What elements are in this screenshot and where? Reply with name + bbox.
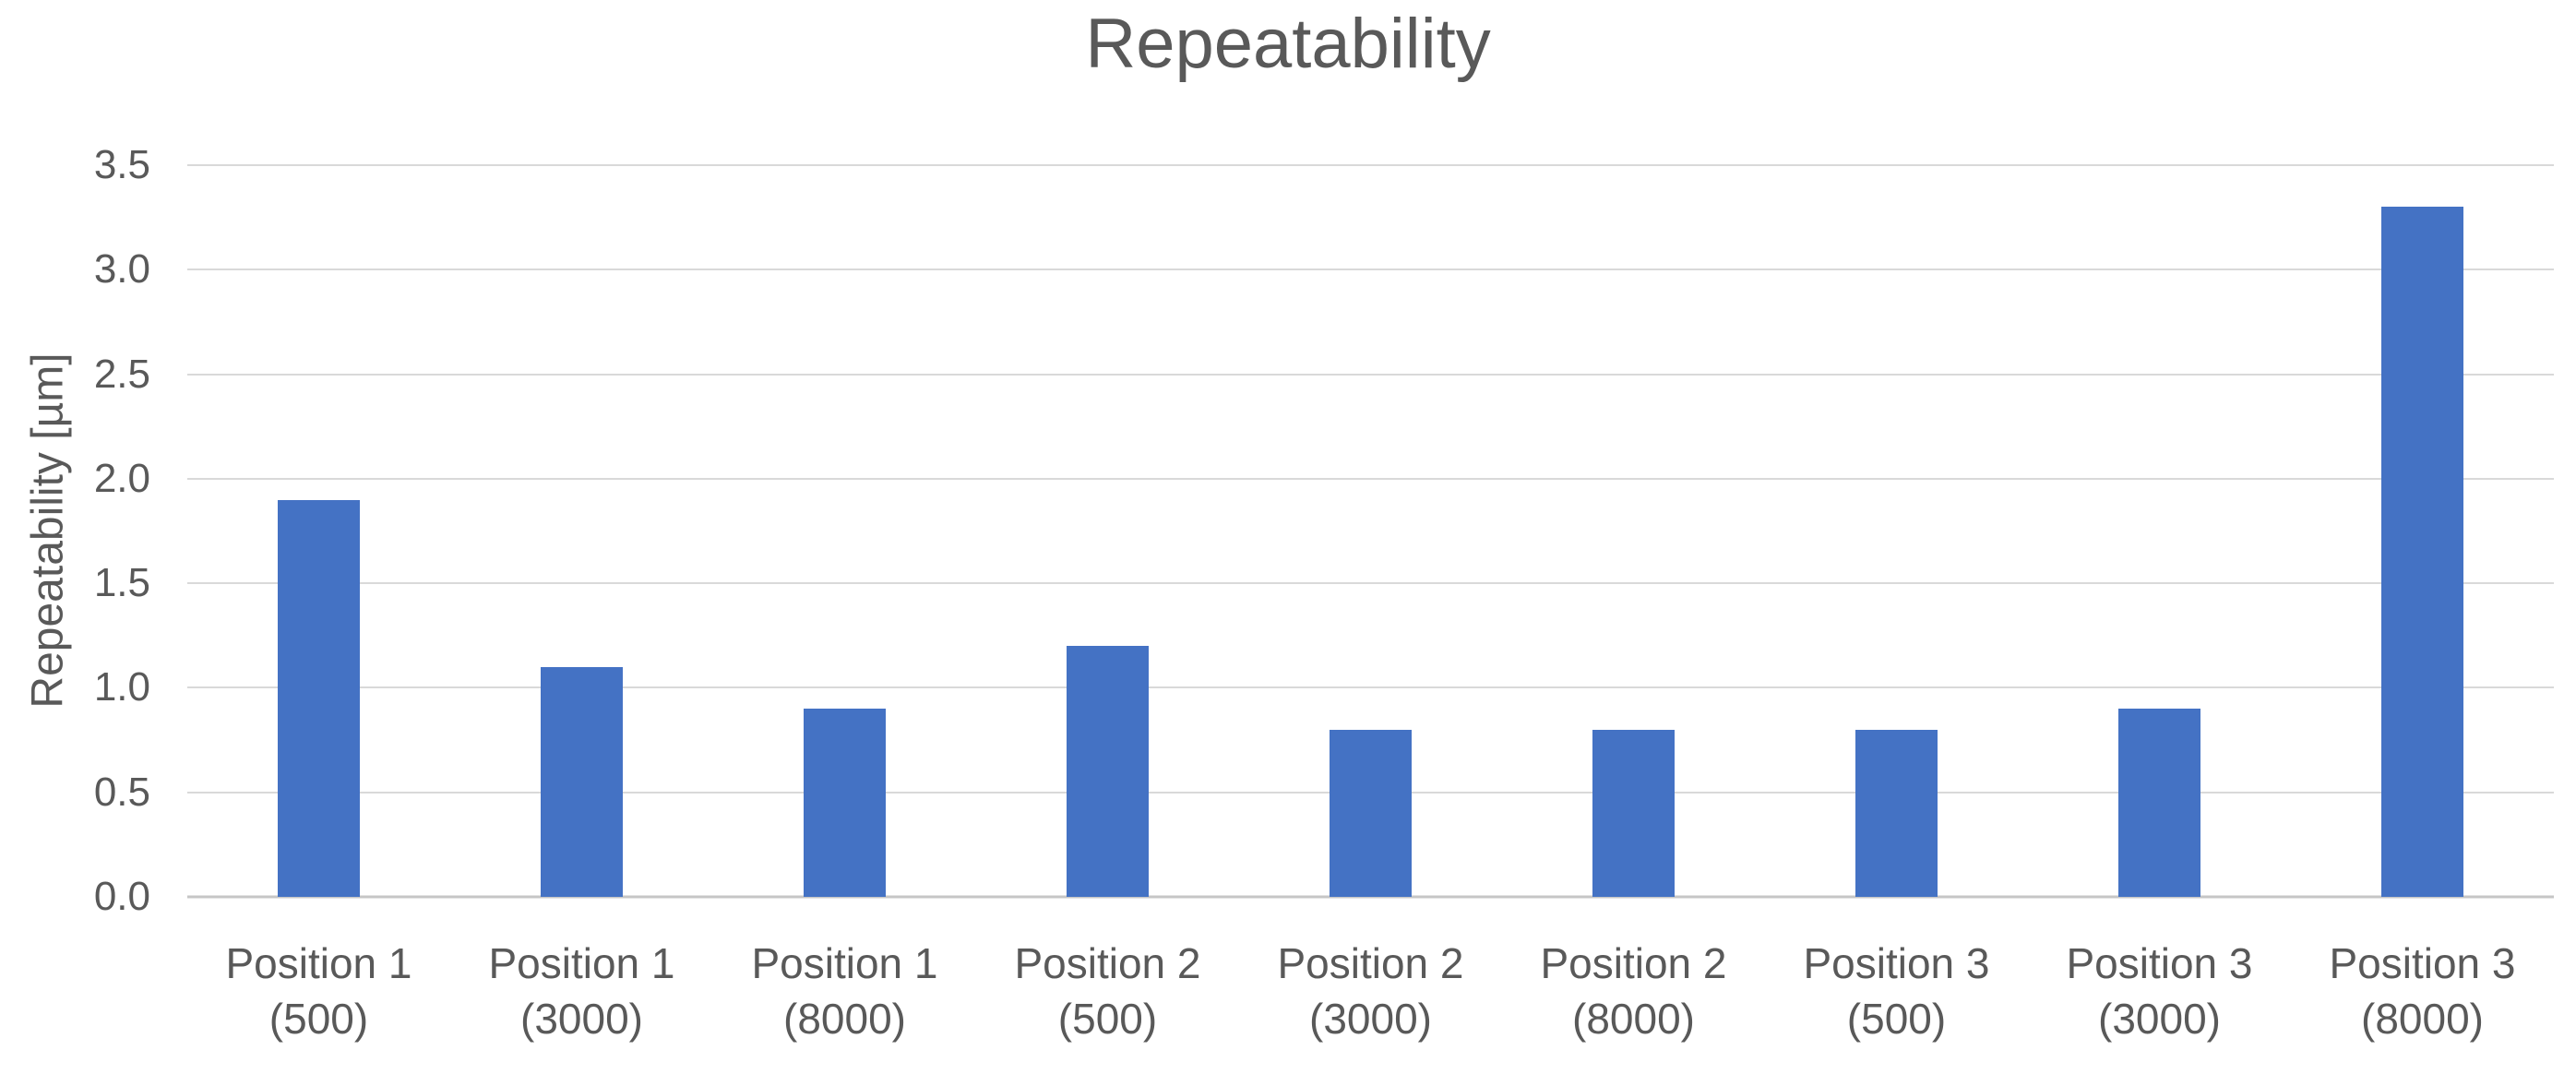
x-label-position-2-3000: Position 2 (3000) — [1239, 936, 1502, 1046]
bar-position-1-3000 — [541, 666, 623, 897]
gridline-3.5 — [187, 164, 2554, 166]
bar-position-2-500 — [1067, 646, 1149, 897]
bar-cell-position-1-500 — [187, 165, 450, 897]
x-label-line: (3000) — [1309, 995, 1432, 1043]
y-tick-1.0: 1.0 — [93, 664, 150, 710]
y-tick-2.0: 2.0 — [93, 455, 150, 501]
x-label-position-3-8000: Position 3 (8000) — [2291, 936, 2554, 1046]
bar-series — [187, 165, 2554, 897]
y-tick-2.5: 2.5 — [93, 351, 150, 397]
x-label-line: (8000) — [1572, 995, 1695, 1043]
bar-cell-position-2-500 — [976, 165, 1239, 897]
x-label-line: (500) — [1057, 995, 1158, 1043]
x-label-line: (500) — [1846, 995, 1947, 1043]
chart-title: Repeatability — [1085, 5, 1491, 83]
bar-cell-position-3-500 — [1765, 165, 2028, 897]
x-axis-line — [187, 895, 2554, 899]
gridline-2.0 — [187, 477, 2554, 480]
x-label-line: (3000) — [2098, 995, 2221, 1043]
x-label-line: Position 2 — [1540, 939, 1727, 987]
gridline-3.0 — [187, 268, 2554, 271]
x-label-position-3-500: Position 3 (500) — [1765, 936, 2028, 1046]
y-tick-0.5: 0.5 — [93, 769, 150, 815]
x-label-line: Position 2 — [1277, 939, 1464, 987]
x-label-line: Position 1 — [225, 939, 412, 987]
x-label-line: Position 3 — [2329, 939, 2516, 987]
x-label-line: Position 1 — [488, 939, 675, 987]
bar-cell-position-2-3000 — [1239, 165, 1502, 897]
x-label-line: (3000) — [520, 995, 643, 1043]
x-axis-labels: Position 1 (500) Position 1 (3000) Position … — [187, 936, 2554, 1046]
x-label-position-1-3000: Position 1 (3000) — [450, 936, 713, 1046]
x-label-line: (500) — [268, 995, 369, 1043]
bar-cell-position-1-8000 — [713, 165, 976, 897]
bar-position-3-3000 — [2118, 709, 2200, 897]
y-axis-ticks: 3.5 3.0 2.5 2.0 1.5 1.0 0.5 0.0 — [0, 142, 150, 919]
x-label-line: (8000) — [783, 995, 906, 1043]
x-label-position-2-8000: Position 2 (8000) — [1502, 936, 1765, 1046]
x-label-position-1-500: Position 1 (500) — [187, 936, 450, 1046]
gridline-1.5 — [187, 582, 2554, 585]
bar-cell-position-1-3000 — [450, 165, 713, 897]
plot-area — [187, 164, 2554, 899]
y-tick-3.0: 3.0 — [93, 246, 150, 292]
y-tick-1.5: 1.5 — [93, 560, 150, 606]
x-label-position-1-8000: Position 1 (8000) — [713, 936, 976, 1046]
bar-position-3-8000 — [2381, 207, 2463, 897]
x-label-position-3-3000: Position 3 (3000) — [2028, 936, 2291, 1046]
x-label-line: Position 3 — [1803, 939, 1990, 987]
bar-position-3-500 — [1855, 729, 1938, 897]
gridline-1.0 — [187, 686, 2554, 689]
x-label-line: Position 3 — [2066, 939, 2253, 987]
x-label-position-2-500: Position 2 (500) — [976, 936, 1239, 1046]
bar-position-1-8000 — [804, 709, 886, 897]
bar-position-2-3000 — [1330, 729, 1412, 897]
bar-position-2-8000 — [1592, 729, 1675, 897]
y-tick-0.0: 0.0 — [93, 874, 150, 919]
bar-cell-position-3-3000 — [2028, 165, 2291, 897]
bar-cell-position-2-8000 — [1502, 165, 1765, 897]
x-label-line: Position 2 — [1014, 939, 1201, 987]
gridline-2.5 — [187, 373, 2554, 376]
bar-position-1-500 — [278, 499, 360, 897]
bar-cell-position-3-8000 — [2291, 165, 2554, 897]
x-label-line: Position 1 — [751, 939, 938, 987]
y-tick-3.5: 3.5 — [93, 142, 150, 187]
x-label-line: (8000) — [2361, 995, 2484, 1043]
